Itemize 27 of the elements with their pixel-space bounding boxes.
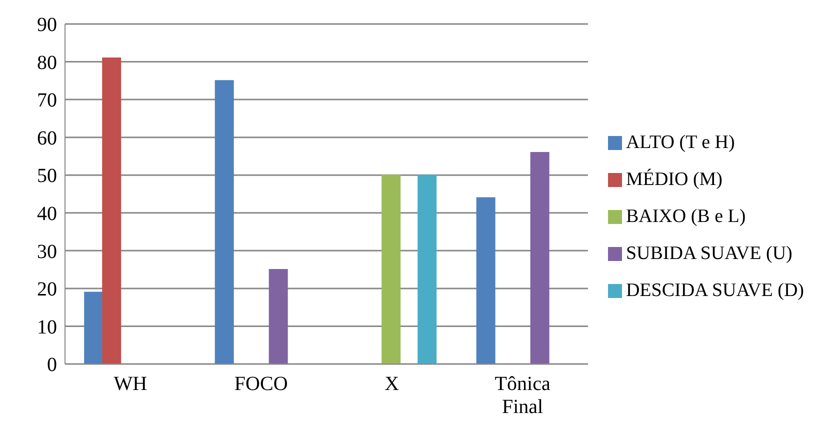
x-tick-label: FOCO [234, 373, 288, 395]
y-tick-label: 60 [37, 127, 57, 150]
y-tick-label: 90 [37, 14, 57, 36]
bar [530, 152, 550, 364]
legend-label: ALTO (T e H) [626, 132, 735, 152]
legend-label: BAIXO (B e L) [626, 206, 746, 226]
bar [382, 174, 401, 364]
x-tick-label: Tônica Final [494, 373, 550, 418]
y-tick-label: 20 [37, 278, 57, 301]
y-tick-label: 10 [37, 316, 57, 338]
legend-label: SUBIDA SUAVE (U) [626, 242, 792, 264]
bar [476, 197, 496, 364]
y-tick-label: 30 [37, 240, 57, 263]
x-tick-label: WH [114, 373, 148, 395]
y-tick-label: 40 [37, 202, 57, 225]
y-tick-label: 70 [37, 90, 57, 112]
legend-label: DESCIDA SUAVE (D) [626, 280, 804, 300]
x-tick-label: X [384, 373, 400, 395]
y-tick-label: 50 [37, 165, 57, 188]
bar [102, 58, 122, 364]
bar [84, 292, 104, 364]
bar [418, 174, 437, 364]
y-tick-label: 80 [37, 52, 57, 74]
legend-label: MÉDIO (M) [626, 168, 723, 190]
bar [268, 269, 288, 364]
bar [214, 80, 234, 364]
y-tick-label: 0 [47, 354, 57, 376]
